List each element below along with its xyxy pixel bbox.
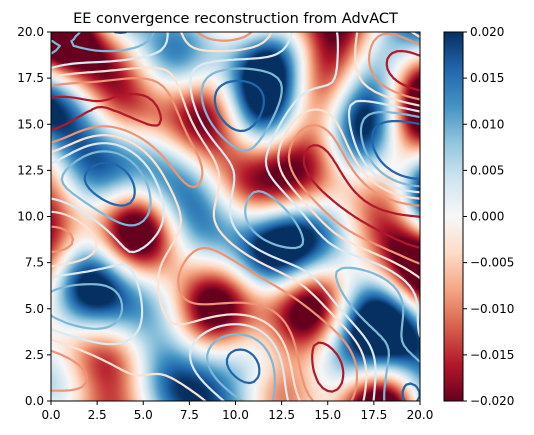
contour-line bbox=[51, 49, 420, 393]
x-tick-label: 5.0 bbox=[134, 408, 153, 422]
y-tick: 15.0 bbox=[17, 117, 51, 131]
colorbar-tick-label: −0.005 bbox=[470, 256, 514, 270]
y-tick-label: 10.0 bbox=[17, 210, 44, 224]
x-axis: 0.0 2.5 5.0 7.5 10.0 12.5 15.0 17.5 20.0 bbox=[41, 401, 433, 422]
colorbar-tick-label: −0.020 bbox=[470, 394, 514, 408]
contour-line bbox=[51, 32, 420, 401]
y-tick-label: 5.0 bbox=[25, 302, 44, 316]
y-tick: 2.5 bbox=[25, 348, 51, 362]
x-tick-label: 20.0 bbox=[407, 408, 434, 422]
x-tick: 17.5 bbox=[361, 401, 388, 422]
x-tick: 5.0 bbox=[134, 401, 153, 422]
y-tick: 12.5 bbox=[17, 163, 51, 177]
plot-area bbox=[50, 31, 421, 402]
colorbar: 0.020 0.015 0.010 0.005 0.000 −0.005 −0.010 −0.… bbox=[443, 25, 514, 408]
colorbar-tick: 0.015 bbox=[463, 71, 504, 85]
x-tick-label: 2.5 bbox=[88, 408, 107, 422]
contour-line bbox=[51, 32, 420, 401]
x-tick-label: 7.5 bbox=[180, 408, 199, 422]
y-tick-label: 17.5 bbox=[17, 71, 44, 85]
y-tick-label: 7.5 bbox=[25, 256, 44, 270]
y-tick-label: 20.0 bbox=[17, 25, 44, 39]
colorbar-gradient bbox=[444, 32, 463, 401]
x-tick: 0.0 bbox=[41, 401, 61, 422]
x-tick: 12.5 bbox=[268, 401, 295, 422]
y-tick-label: 0.0 bbox=[25, 394, 44, 408]
colorbar-tick-label: −0.015 bbox=[470, 348, 514, 362]
y-tick: 0.0 bbox=[25, 394, 51, 408]
y-tick: 20.0 bbox=[17, 25, 51, 39]
contour-line bbox=[51, 32, 420, 401]
contour-line bbox=[51, 32, 420, 401]
x-tick: 15.0 bbox=[314, 401, 341, 422]
colorbar-tick: −0.005 bbox=[463, 256, 514, 270]
colorbar-ticks: 0.020 0.015 0.010 0.005 0.000 −0.005 −0.010 −0.… bbox=[463, 25, 514, 408]
y-tick-label: 12.5 bbox=[17, 163, 44, 177]
colorbar-tick-label: 0.020 bbox=[470, 25, 504, 39]
y-tick: 7.5 bbox=[25, 256, 51, 270]
colorbar-tick-label: 0.010 bbox=[470, 117, 504, 131]
y-tick: 17.5 bbox=[17, 71, 51, 85]
y-tick: 5.0 bbox=[25, 302, 51, 316]
colorbar-tick-label: −0.010 bbox=[470, 302, 514, 316]
y-axis: 0.0 2.5 5.0 7.5 10.0 12.5 15.0 17.5 20.0 bbox=[17, 25, 51, 408]
x-tick-label: 0.0 bbox=[41, 408, 60, 422]
contour-lines bbox=[51, 32, 420, 401]
colorbar-tick: −0.015 bbox=[463, 348, 514, 362]
y-tick: 10.0 bbox=[17, 210, 51, 224]
colorbar-tick-label: 0.000 bbox=[470, 210, 504, 224]
colorbar-tick-label: 0.015 bbox=[470, 71, 504, 85]
x-tick-label: 15.0 bbox=[314, 408, 341, 422]
colorbar-tick: 0.010 bbox=[463, 117, 504, 131]
x-tick: 7.5 bbox=[180, 401, 199, 422]
colorbar-tick: 0.000 bbox=[463, 210, 504, 224]
x-tick-label: 12.5 bbox=[268, 408, 295, 422]
heatmap-image bbox=[51, 32, 420, 401]
x-tick: 10.0 bbox=[222, 401, 249, 422]
x-tick: 2.5 bbox=[88, 401, 107, 422]
y-tick-label: 2.5 bbox=[25, 348, 44, 362]
colorbar-tick: −0.010 bbox=[463, 302, 514, 316]
x-tick-label: 10.0 bbox=[222, 408, 249, 422]
x-tick-label: 17.5 bbox=[361, 408, 388, 422]
x-tick: 20.0 bbox=[407, 401, 434, 422]
y-tick-label: 15.0 bbox=[17, 117, 44, 131]
colorbar-tick: 0.020 bbox=[463, 25, 504, 39]
colorbar-tick: −0.020 bbox=[463, 394, 514, 408]
colorbar-tick: 0.005 bbox=[463, 163, 504, 177]
colorbar-tick-label: 0.005 bbox=[470, 163, 504, 177]
chart-title: EE convergence reconstruction from AdvAC… bbox=[73, 11, 398, 27]
